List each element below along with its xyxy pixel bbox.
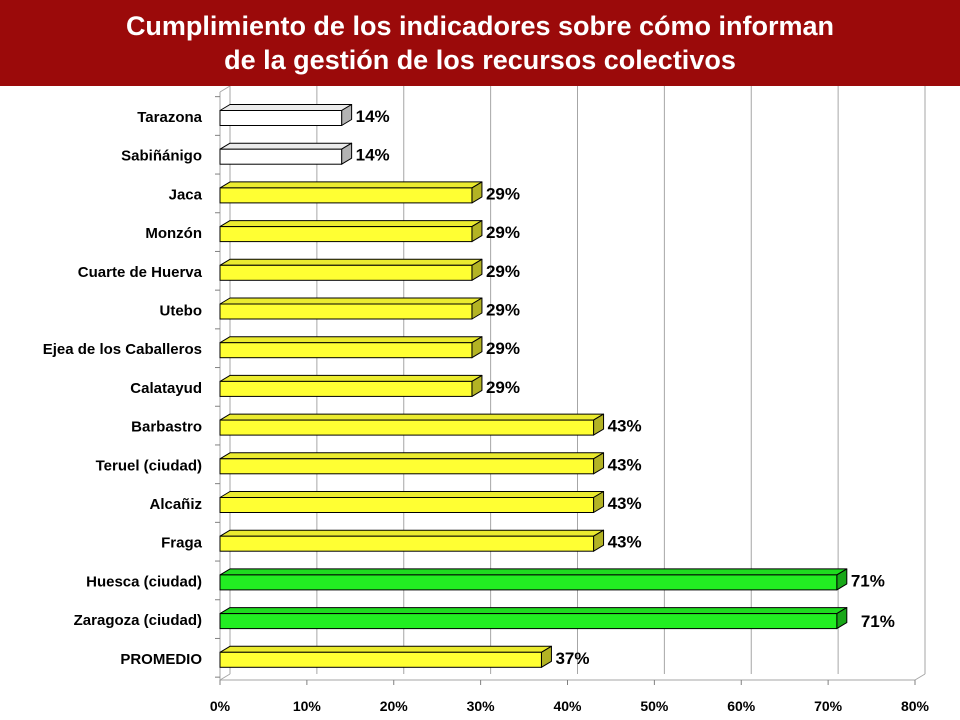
bar-6 — [219, 342, 473, 359]
value-label-12: 71% — [851, 571, 885, 590]
category-label-10: Alcañiz — [149, 496, 202, 513]
bar-top-4 — [219, 258, 483, 266]
bar-top-13 — [219, 607, 848, 615]
category-label-13: Zaragoza (ciudad) — [74, 612, 202, 629]
category-label-7: Calatayud — [130, 380, 202, 397]
bar-top-14 — [219, 645, 552, 653]
bar-13 — [219, 613, 838, 630]
category-label-14: PROMEDIO — [120, 651, 202, 668]
x-tick-label-6: 60% — [727, 698, 756, 714]
bar-top-8 — [219, 413, 605, 421]
bar-0 — [219, 110, 343, 126]
bar-10 — [219, 497, 595, 513]
bar-4 — [219, 264, 473, 281]
category-label-5: Utebo — [160, 303, 203, 320]
x-tick-label-0: 0% — [210, 698, 231, 714]
category-label-11: Fraga — [161, 535, 203, 552]
bar-top-1 — [219, 142, 353, 150]
bar-top-0 — [219, 104, 353, 111]
value-label-9: 43% — [608, 455, 642, 474]
x-axis-depth-right — [914, 673, 926, 681]
bar-8 — [219, 419, 595, 436]
bar-12 — [219, 574, 838, 591]
category-label-4: Cuarte de Huerva — [78, 264, 203, 281]
bar-top-9 — [219, 452, 605, 460]
category-label-2: Jaca — [169, 186, 203, 203]
value-label-13: 71% — [861, 612, 895, 631]
bar-top-10 — [219, 491, 605, 498]
bar-chart: 0% 10% 20% 30% 40% 50% 60% 70% 80% Tarazona 14% Sab… — [43, 86, 930, 714]
category-label-8: Barbastro — [131, 419, 202, 436]
value-label-10: 43% — [608, 494, 642, 513]
bar-14 — [219, 651, 542, 668]
bar-7 — [219, 380, 473, 397]
x-tick-label-2: 20% — [380, 698, 409, 714]
category-label-3: Monzón — [145, 225, 202, 242]
value-label-2: 29% — [486, 184, 520, 203]
bar-top-2 — [219, 181, 483, 189]
value-label-0: 14% — [356, 107, 390, 126]
y-axis-depth-top — [219, 86, 231, 93]
x-tick-label-7: 70% — [814, 698, 843, 714]
bar-2 — [219, 187, 473, 204]
value-label-11: 43% — [608, 533, 642, 552]
x-tick-label-8: 80% — [901, 698, 930, 714]
title-bar: Cumplimiento de los indicadores sobre có… — [0, 0, 960, 86]
category-label-6: Ejea de los Caballeros — [43, 341, 202, 358]
bar-top-11 — [219, 529, 605, 537]
value-label-8: 43% — [608, 417, 642, 436]
x-tick-label-3: 30% — [467, 698, 496, 714]
bar-top-7 — [219, 374, 483, 382]
category-label-1: Sabiñánigo — [121, 148, 202, 165]
bar-9 — [219, 458, 595, 475]
value-label-3: 29% — [486, 223, 520, 242]
value-label-1: 14% — [356, 146, 390, 165]
x-tick-label-4: 40% — [553, 698, 582, 714]
x-tick-label-1: 10% — [293, 698, 322, 714]
bar-top-3 — [219, 220, 483, 228]
value-label-4: 29% — [486, 262, 520, 281]
value-label-14: 37% — [555, 649, 589, 668]
category-label-12: Huesca (ciudad) — [86, 573, 202, 590]
bar-3 — [219, 226, 473, 243]
y-axis-depth-bottom — [219, 673, 231, 681]
value-label-5: 29% — [486, 301, 520, 320]
x-tick-label-5: 50% — [640, 698, 669, 714]
chart-title-line-1: Cumplimiento de los indicadores sobre có… — [125, 11, 835, 41]
category-label-9: Teruel (ciudad) — [96, 457, 202, 474]
bar-1 — [219, 148, 343, 165]
bar-top-5 — [219, 297, 483, 305]
value-label-6: 29% — [486, 339, 520, 358]
bar-top-12 — [219, 568, 848, 576]
chart-title-line-2: de la gestión de los recursos colectivos — [224, 45, 736, 75]
category-label-0: Tarazona — [137, 109, 202, 126]
bar-5 — [219, 303, 473, 320]
bar-top-6 — [219, 336, 483, 344]
bar-11 — [219, 535, 595, 552]
value-label-7: 29% — [486, 378, 520, 397]
